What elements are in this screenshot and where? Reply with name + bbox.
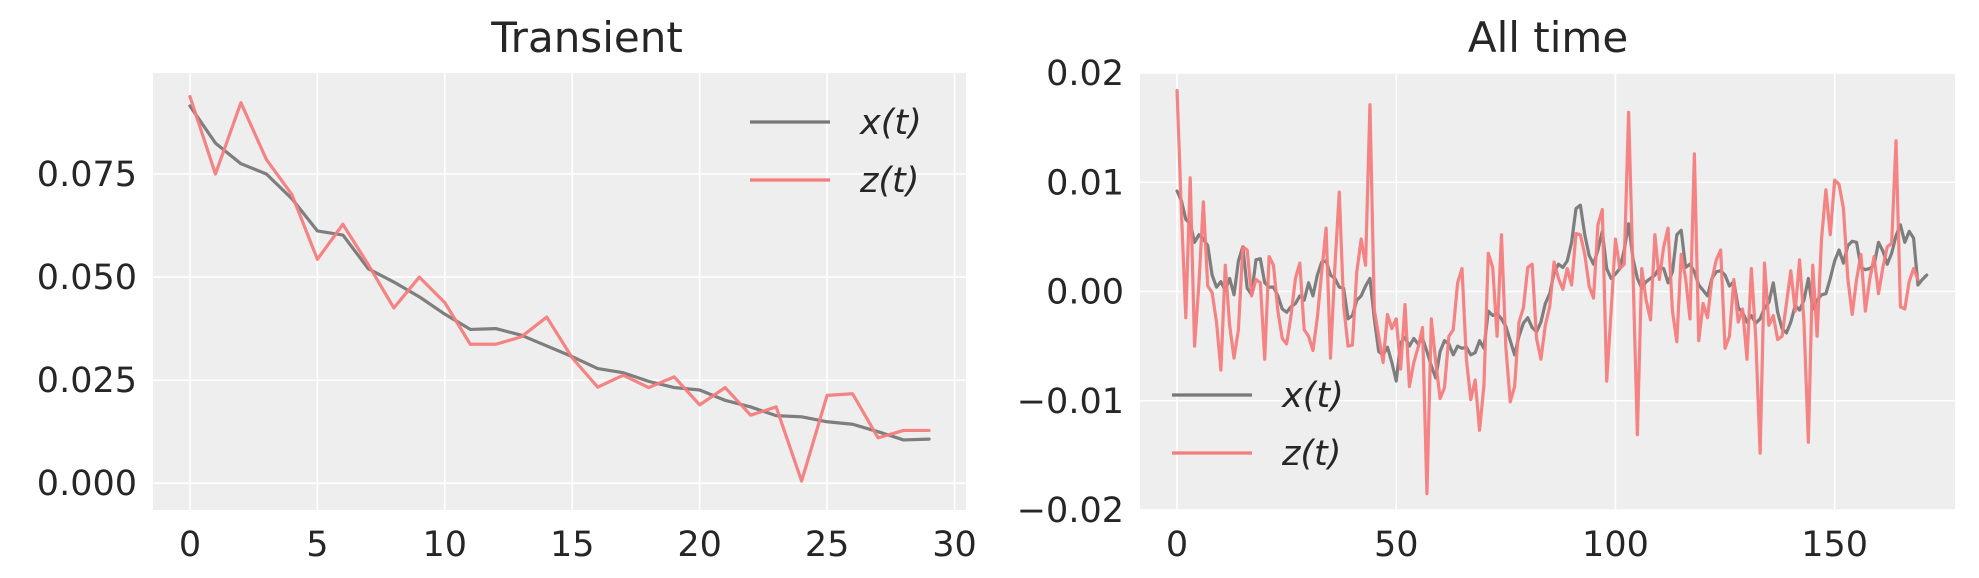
all-time-y-tick-label: −0.02: [1017, 491, 1124, 531]
all-time-y-tick-label: 0.02: [1046, 54, 1124, 94]
transient-x-tick-label: 15: [550, 525, 595, 565]
all-time-x-tick-label: 150: [1801, 525, 1868, 565]
transient-x-tick-label: 5: [306, 525, 328, 565]
all-time-panel: All time 0 50 100 150 −0.02 −0.01 0.00 0.01 0.02…: [1017, 13, 1955, 565]
transient-legend: x(t) z(t): [750, 103, 922, 201]
transient-legend-xt-label: x(t): [859, 103, 922, 143]
transient-y-tick-label: 0.025: [37, 361, 137, 401]
transient-y-tick-label: 0.050: [37, 258, 137, 298]
transient-plot-area: [153, 73, 966, 510]
transient-y-tick-label: 0.000: [37, 464, 137, 504]
all-time-legend: x(t) z(t): [1172, 376, 1344, 474]
transient-title: Transient: [490, 13, 683, 62]
transient-x-tick-label: 10: [423, 525, 468, 565]
transient-series-xt-line: [188, 104, 931, 442]
all-time-series-zt-line: [1175, 88, 1920, 496]
transient-x-tick-label: 30: [932, 525, 977, 565]
all-time-y-tick-label: 0.00: [1046, 273, 1124, 313]
all-time-legend-zt-label: z(t): [1281, 434, 1341, 474]
transient-legend-zt-label: z(t): [859, 161, 919, 201]
transient-x-tick-label: 25: [805, 525, 850, 565]
all-time-legend-xt-label: x(t): [1281, 376, 1344, 416]
all-time-y-tick-label: −0.01: [1017, 382, 1124, 422]
transient-panel: Transient 0 5 10 15 20 25 30 0.000 0.025 0.050 0.0…: [37, 13, 977, 565]
all-time-x-tick-label: 100: [1582, 525, 1649, 565]
all-time-title: All time: [1468, 13, 1628, 62]
all-time-x-tick-label: 50: [1374, 525, 1419, 565]
all-time-x-tick-label: 0: [1166, 525, 1188, 565]
transient-y-tick-label: 0.075: [37, 155, 137, 195]
transient-x-tick-label: 0: [179, 525, 201, 565]
all-time-y-tick-label: 0.01: [1046, 163, 1124, 203]
transient-series-zt-line: [188, 94, 931, 483]
transient-x-tick-label: 20: [677, 525, 722, 565]
